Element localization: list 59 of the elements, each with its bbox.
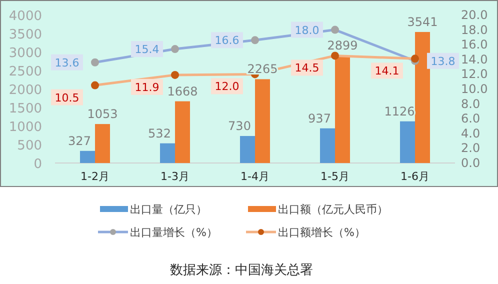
data-label: 1053 [87, 107, 118, 122]
y-tick-label: 4000 [8, 9, 42, 24]
legend-label: 出口量（亿只） [130, 203, 207, 216]
data-label: 3541 [407, 14, 438, 29]
y2-tick-label: 20.0 [461, 8, 488, 22]
bar [175, 101, 190, 163]
data-label: 10.5 [54, 91, 80, 104]
x-tick-label: 1-6月 [400, 170, 430, 183]
legend-label: 出口额（亿元人民币） [278, 203, 388, 216]
bar [415, 32, 430, 163]
y-tick-label: 0 [34, 157, 42, 172]
bar [255, 79, 270, 163]
source-note: 数据来源：中国海关总署 [170, 263, 313, 278]
y2-tick-label: 0.0 [461, 156, 480, 170]
y2-tick-label: 14.0 [461, 52, 488, 66]
y2-tick-label: 2.0 [461, 141, 480, 156]
y2-tick-label: 12.0 [461, 67, 488, 82]
x-tick-label: 1-2月 [80, 170, 110, 183]
bar [160, 143, 175, 163]
data-label: 14.5 [294, 62, 320, 75]
bar [240, 136, 255, 163]
y2-tick-label: 10.0 [461, 82, 488, 96]
bar [80, 150, 95, 163]
legend-label: 出口量增长（%） [130, 226, 218, 239]
data-label: 16.6 [214, 34, 240, 48]
y2-tick-label: 8.0 [461, 96, 480, 111]
bar [335, 56, 350, 163]
data-label: 532 [148, 126, 171, 140]
y2-tick-label: 4.0 [461, 126, 480, 140]
y-tick-label: 3000 [8, 46, 42, 61]
data-label: 14.1 [374, 64, 400, 78]
data-label: 937 [308, 111, 331, 126]
bar [400, 121, 415, 163]
legend-label: 出口额增长（%） [278, 226, 366, 239]
data-label: 1668 [167, 84, 198, 98]
y-tick-label: 2500 [8, 64, 42, 80]
y-tick-label: 3500 [8, 28, 42, 42]
bar [95, 124, 110, 163]
y-tick-label: 1500 [8, 102, 42, 116]
data-label: 11.9 [134, 80, 160, 94]
y-tick-label: 1000 [8, 120, 42, 135]
data-label: 327 [68, 134, 91, 148]
x-tick-label: 1-3月 [160, 170, 190, 183]
data-label: 2899 [327, 38, 358, 53]
y2-tick-label: 18.0 [461, 22, 488, 37]
data-label: 13.8 [430, 54, 456, 68]
bar [320, 128, 335, 163]
y-tick-label: 500 [17, 138, 42, 154]
data-label: 13.6 [54, 56, 80, 70]
data-label: 1126 [384, 104, 415, 118]
data-label: 15.4 [134, 43, 160, 56]
x-tick-label: 1-5月 [320, 170, 350, 183]
data-label: 12.0 [214, 80, 240, 94]
y2-tick-label: 16.0 [461, 38, 488, 52]
x-tick-label: 1-4月 [240, 170, 270, 183]
data-label: 18.0 [294, 24, 320, 37]
y2-tick-label: 6.0 [461, 112, 480, 126]
y-tick-label: 2000 [8, 83, 42, 98]
data-label: 730 [228, 118, 251, 133]
